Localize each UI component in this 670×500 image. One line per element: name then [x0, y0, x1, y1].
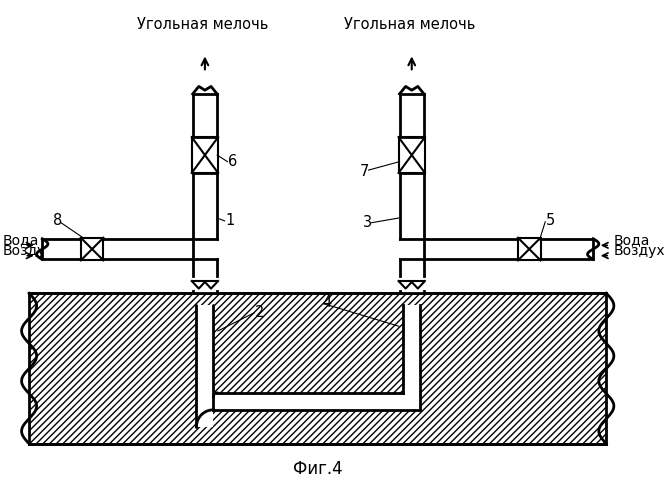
Text: 5: 5 — [546, 214, 555, 228]
Bar — [424, 238, 593, 260]
Text: 6: 6 — [228, 154, 238, 169]
Text: Вода: Вода — [614, 233, 651, 247]
Bar — [42, 238, 193, 260]
Text: Вода: Вода — [3, 233, 39, 247]
Text: Угольная мелочь: Угольная мелочь — [344, 17, 476, 32]
Polygon shape — [399, 137, 425, 173]
Text: 4: 4 — [322, 295, 332, 310]
Polygon shape — [192, 137, 218, 173]
Text: 3: 3 — [363, 216, 372, 230]
Text: 7: 7 — [360, 164, 369, 178]
Text: 8: 8 — [53, 214, 62, 228]
Polygon shape — [29, 294, 606, 444]
Text: Фиг.4: Фиг.4 — [293, 460, 342, 478]
Polygon shape — [518, 238, 541, 260]
Text: Воздух: Воздух — [3, 244, 54, 258]
Polygon shape — [81, 238, 103, 260]
Text: 1: 1 — [226, 214, 235, 228]
Text: Воздух: Воздух — [614, 244, 665, 258]
Text: 2: 2 — [255, 304, 264, 320]
Text: Угольная мелочь: Угольная мелочь — [137, 17, 269, 32]
